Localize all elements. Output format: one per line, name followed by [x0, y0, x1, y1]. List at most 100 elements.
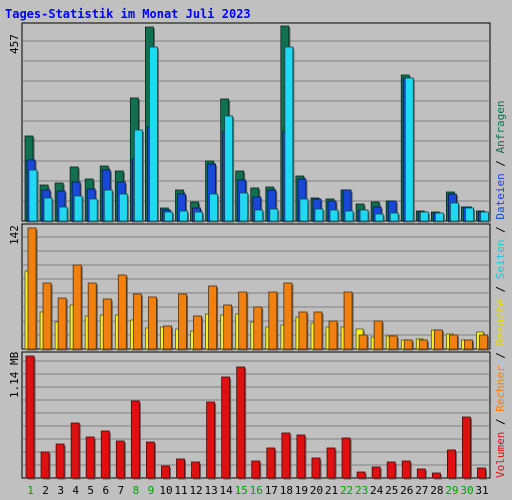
bar-seiten-day-19 [299, 198, 309, 222]
x-tick-label-day-1: 1 [27, 484, 34, 497]
bar-seiten-day-11 [179, 210, 188, 222]
bar-seiten-day-17 [269, 208, 279, 222]
bar-rechner-day-19 [298, 311, 308, 350]
bar-volumen-day-11 [176, 458, 185, 479]
y-max-label-bottom: 1.14 MB [8, 351, 21, 398]
bar-volumen-day-2 [40, 451, 50, 479]
legend-item-dateien: Dateien [494, 173, 507, 219]
right-legend: Volumen / Rechner / Besuche / Seiten / D… [494, 100, 507, 478]
x-tick-label-day-12: 12 [189, 484, 202, 497]
bar-rechner-day-3 [57, 297, 67, 350]
legend-separator: / [494, 346, 507, 366]
bar-seiten-day-5 [88, 198, 98, 222]
bar-volumen-day-18 [281, 432, 291, 479]
y-max-label-top: 457 [8, 34, 21, 54]
bar-volumen-day-13 [206, 401, 216, 479]
bar-rechner-day-26 [403, 339, 413, 350]
bar-seiten-day-30 [465, 207, 474, 222]
x-tick-label-day-21: 21 [325, 484, 338, 497]
bar-seiten-day-3 [58, 206, 68, 222]
bar-seiten-day-14 [224, 115, 234, 222]
bar-seiten-day-23 [359, 209, 369, 222]
bar-rechner-day-23 [358, 334, 368, 350]
bar-seiten-day-24 [374, 213, 384, 222]
bar-seiten-day-13 [209, 193, 219, 222]
bar-volumen-day-5 [85, 436, 95, 479]
x-tick-label-day-28: 28 [430, 484, 443, 497]
x-tick-label-day-14: 14 [220, 484, 234, 497]
legend-item-volumen: Volumen [494, 432, 507, 478]
bar-rechner-day-24 [373, 320, 383, 350]
bar-seiten-day-8 [133, 129, 143, 222]
bar-volumen-day-8 [130, 400, 140, 479]
bar-volumen-day-26 [401, 460, 411, 479]
bar-seiten-day-9 [148, 46, 158, 222]
bar-seiten-day-31 [480, 211, 489, 222]
x-tick-label-day-13: 13 [205, 484, 218, 497]
bar-volumen-day-12 [191, 461, 200, 479]
x-tick-label-day-23: 23 [355, 484, 368, 497]
bar-volumen-day-23 [356, 471, 366, 479]
bar-volumen-day-31 [477, 467, 486, 479]
bar-volumen-day-27 [416, 468, 426, 479]
x-tick-label-day-29: 29 [445, 484, 458, 497]
bar-rechner-day-16 [253, 306, 263, 350]
bar-rechner-day-18 [283, 282, 293, 350]
x-tick-label-day-7: 7 [118, 484, 125, 497]
bar-volumen-day-16 [251, 460, 261, 479]
bar-rechner-day-25 [388, 335, 398, 350]
x-tick-label-day-10: 10 [159, 484, 172, 497]
bar-rechner-day-4 [72, 264, 82, 350]
x-tick-label-day-15: 15 [235, 484, 248, 497]
bar-rechner-day-20 [313, 311, 323, 350]
bar-volumen-day-1 [25, 355, 35, 479]
bar-seiten-day-12 [194, 211, 203, 222]
bar-rechner-day-13 [208, 285, 218, 350]
bar-volumen-day-9 [145, 441, 155, 479]
bar-volumen-day-19 [296, 434, 306, 479]
x-tick-label-day-5: 5 [87, 484, 94, 497]
bar-volumen-day-15 [236, 366, 246, 479]
x-tick-label-day-25: 25 [385, 484, 398, 497]
x-tick-label-day-26: 26 [400, 484, 413, 497]
legend-item-rechner: Rechner [494, 365, 507, 412]
x-tick-label-day-6: 6 [102, 484, 109, 497]
legend-item-seiten: Seiten [494, 240, 507, 280]
x-tick-label-day-18: 18 [280, 484, 293, 497]
bar-seiten-day-16 [254, 209, 264, 222]
bar-seiten-day-6 [103, 189, 113, 222]
x-tick-label-day-8: 8 [133, 484, 140, 497]
bar-volumen-day-30 [462, 416, 471, 479]
bar-volumen-day-6 [100, 430, 110, 479]
legend-item-anfragen: Anfragen [494, 100, 507, 153]
bar-rechner-day-29 [448, 334, 458, 350]
legend-separator: / [494, 412, 507, 432]
x-tick-label-day-27: 27 [415, 484, 428, 497]
bar-seiten-day-27 [419, 211, 429, 222]
legend-separator: / [494, 279, 507, 299]
x-tick-label-day-4: 4 [72, 484, 79, 497]
legend-separator: / [494, 153, 507, 173]
bar-rechner-day-28 [433, 329, 443, 350]
bar-seiten-day-20 [314, 208, 324, 222]
bar-volumen-day-7 [115, 440, 125, 479]
bar-volumen-day-29 [446, 449, 456, 479]
x-tick-label-day-3: 3 [57, 484, 64, 497]
bar-volumen-day-22 [341, 437, 351, 479]
bar-seiten-day-26 [404, 77, 414, 222]
bar-rechner-day-9 [147, 296, 157, 350]
x-tick-label-day-16: 16 [250, 484, 263, 497]
bar-seiten-day-2 [43, 197, 53, 222]
bar-rechner-day-5 [87, 282, 97, 350]
bar-seiten-day-15 [239, 192, 249, 222]
x-tick-label-day-17: 17 [265, 484, 278, 497]
bars [24, 25, 490, 480]
bar-volumen-day-4 [70, 422, 80, 479]
x-tick-label-day-22: 22 [340, 484, 353, 497]
legend-item-besuche: Besuche [494, 299, 507, 345]
bar-rechner-day-6 [102, 298, 112, 350]
bar-rechner-day-21 [328, 320, 338, 350]
bar-rechner-day-8 [132, 293, 142, 350]
bar-seiten-day-4 [73, 195, 83, 222]
